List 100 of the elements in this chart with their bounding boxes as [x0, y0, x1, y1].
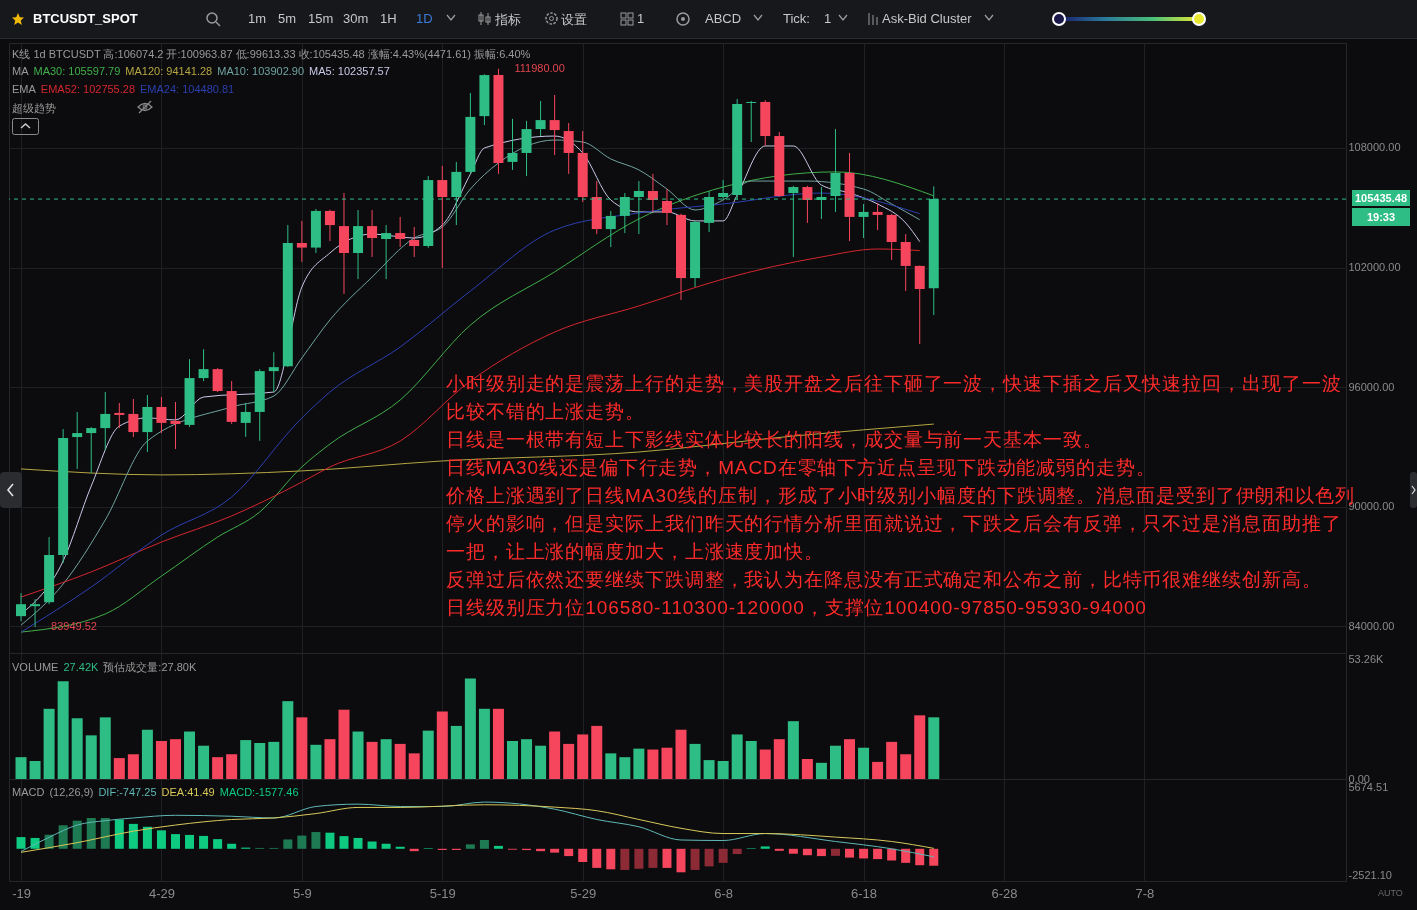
text: 1D — [416, 11, 433, 26]
bar — [577, 734, 589, 779]
bar — [507, 740, 518, 779]
bar — [493, 845, 503, 849]
text: ABCD — [705, 11, 742, 26]
x-tick-label: 4-29 — [148, 885, 175, 901]
bar — [760, 846, 770, 849]
annotation: 27.42K — [63, 661, 99, 673]
x-tick-label: 6-28 — [991, 885, 1018, 901]
bar — [887, 848, 897, 861]
bar — [380, 739, 392, 779]
text: MACD:-1577.46 — [219, 786, 299, 798]
bar — [213, 839, 223, 849]
bar — [450, 725, 462, 779]
candlestick — [324, 209, 335, 242]
y-tick-label: 84000.00 — [1348, 619, 1395, 632]
bar — [339, 836, 349, 849]
bar — [648, 848, 658, 868]
text: MA10: 103902.90 — [217, 65, 305, 77]
y-tick-label: -2521.10 — [1348, 869, 1392, 882]
candlestick — [900, 233, 911, 292]
chart-title: K线 1d BTCUSDT 高:106074.2 开:100963.87 低:99613.33 收:105435.48 涨幅:4.43%(4471.61) 振幅:6.40% — [12, 48, 531, 60]
bar — [717, 761, 729, 779]
bar — [43, 708, 55, 779]
bar — [661, 747, 673, 779]
text: 19:33 — [1352, 208, 1410, 227]
candlestick — [212, 367, 223, 393]
candlestick — [802, 185, 813, 224]
annotation: 111980.00 — [514, 61, 565, 74]
candlestick — [268, 351, 279, 393]
bar — [915, 848, 925, 866]
bar — [802, 848, 812, 856]
text: VOLUME — [12, 661, 59, 673]
bar — [283, 839, 293, 849]
bar — [170, 834, 180, 849]
annotation: 日线级别压力位106580-110300-120000，支撑位100400-97850-95930-94000 — [446, 597, 1147, 618]
bar — [647, 749, 659, 779]
text: MA5: 102357.57 — [309, 65, 390, 77]
annotation: 83949.52 — [51, 620, 97, 633]
candlestick — [661, 188, 672, 226]
bar — [478, 708, 490, 779]
bar — [296, 717, 308, 779]
text: 30m — [343, 11, 369, 26]
bar — [858, 747, 870, 779]
bar — [311, 832, 321, 849]
bar — [535, 745, 547, 779]
bar — [381, 843, 391, 849]
bar — [113, 758, 125, 779]
bar — [254, 743, 266, 779]
bar — [352, 731, 364, 779]
bar — [564, 848, 574, 857]
candlestick — [30, 598, 41, 628]
candlestick — [170, 401, 181, 450]
bar — [156, 830, 166, 849]
bar — [815, 762, 827, 779]
text: 15m — [308, 11, 334, 26]
candlestick — [872, 202, 883, 231]
bar — [845, 848, 855, 858]
candlestick — [914, 265, 925, 345]
bar — [731, 734, 743, 779]
candlestick — [409, 226, 420, 258]
candlestick — [563, 122, 574, 175]
annotation: 日线MA30线还是偏下行走势，MACD在零轴下方近点呈现下跌动能减弱的走势。 — [446, 456, 1157, 480]
text: AUTO — [1378, 888, 1403, 898]
text: 5m — [278, 11, 297, 26]
annotation: 超级趋势 — [12, 102, 56, 114]
candlestick — [240, 402, 251, 438]
candlestick — [367, 209, 378, 258]
annotation: 反弹过后依然还要继续下跌调整，我认为在降息没有正式确定和公布之前，比特币很难继续创新高。 — [446, 568, 1323, 592]
candlestick — [395, 216, 406, 248]
bar — [395, 846, 405, 849]
bar — [759, 749, 771, 779]
candlestick — [114, 402, 125, 429]
bar — [85, 735, 97, 779]
bar — [57, 681, 69, 779]
x-tick-label: 7-8 — [1135, 885, 1155, 901]
candlestick — [100, 391, 111, 451]
bar — [422, 730, 434, 779]
bar — [479, 839, 489, 849]
bar — [310, 744, 322, 779]
candlestick — [437, 165, 448, 269]
bar — [212, 757, 224, 779]
text: BTCUSDT_SPOT — [33, 11, 138, 26]
bar — [929, 848, 939, 866]
text: 设置 — [561, 11, 587, 29]
candlestick — [535, 100, 546, 137]
bar — [549, 731, 561, 779]
bar — [464, 678, 476, 779]
bar — [16, 837, 26, 849]
bar — [634, 848, 644, 869]
x-tick-label: 6-18 — [851, 885, 878, 901]
bar — [718, 848, 728, 863]
bar — [100, 817, 110, 849]
text: 1 — [824, 11, 832, 26]
bar — [886, 741, 898, 779]
candlestick — [16, 592, 27, 622]
x-tick-label: 5-9 — [292, 885, 312, 901]
x-tick-label: 5-19 — [429, 885, 456, 901]
bar — [774, 848, 784, 851]
series-label: DIF:-747.25 — [98, 786, 157, 798]
